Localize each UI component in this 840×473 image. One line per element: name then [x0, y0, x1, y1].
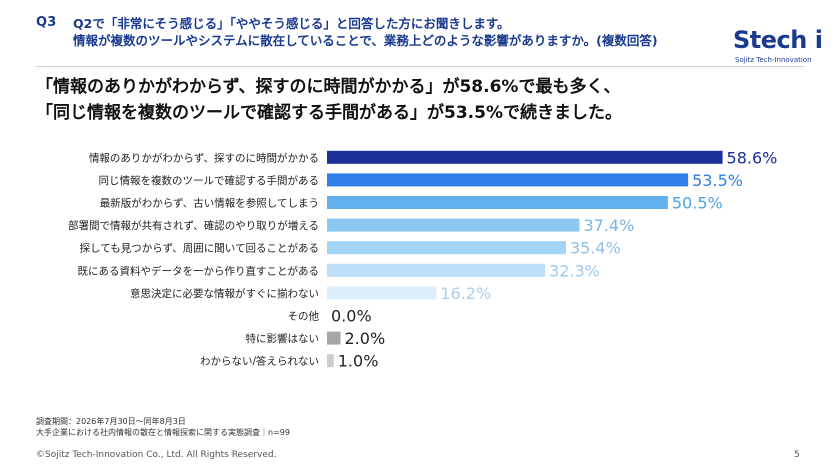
question-text: Q2で「非常にそう感じる」「ややそう感じる」と回答した方にお聞きします。 情報が… — [73, 15, 658, 49]
value-label: 16.2% — [440, 284, 491, 303]
value-label: 50.5% — [672, 194, 723, 213]
value-label: 0.0% — [331, 307, 372, 326]
value-label: 37.4% — [583, 216, 634, 235]
bar — [327, 196, 668, 209]
question-line-1: Q2で「非常にそう感じる」「ややそう感じる」と回答した方にお聞きします。 — [73, 16, 510, 31]
category-label: 部署間で情報が共有されず、確認のやり取りが増える — [68, 219, 319, 232]
category-label: 情報のありかがわからず、探すのに時間がかかる — [89, 151, 319, 164]
value-label: 58.6% — [727, 148, 778, 167]
bar — [327, 218, 580, 232]
category-label: 探しても見つからず、周囲に聞いて回ることがある — [80, 242, 319, 255]
survey-name: 大手企業における社内情報の散在と情報探索に関する実態調査｜n=99 — [36, 428, 290, 437]
copyright: ©Sojitz Tech-Innovation Co., Ltd. All Ri… — [36, 450, 277, 460]
category-label: その他 — [288, 310, 320, 323]
headline: 「情報のありかがわからず、探すのに時間がかかる」が58.6%で最も多く、 「同じ… — [36, 74, 622, 126]
headline-line-1: 「情報のありかがわからず、探すのに時間がかかる」が58.6%で最も多く、 — [36, 77, 621, 97]
category-label: わからない/答えられない — [200, 355, 319, 368]
bar — [327, 263, 546, 277]
category-label: 最新版がわからず、古い情報を参照してしまう — [100, 197, 319, 210]
category-label: 意思決定に必要な情報がすぐに揃わない — [130, 287, 319, 300]
page-number: 5 — [794, 450, 800, 460]
headline-line-2: 「同じ情報を複数のツールで確認する手間がある」が53.5%で続きました。 — [36, 103, 622, 123]
question-number: Q3 — [36, 15, 57, 30]
value-label: 1.0% — [338, 352, 379, 371]
bar — [327, 241, 566, 255]
value-label: 53.5% — [692, 171, 743, 190]
bar-chart: 情報のありかがわからず、探すのに時間がかかる 58.6% 同じ情報を複数のツールで確… — [68, 148, 778, 371]
category-label: 同じ情報を複数のツールで確認する手間がある — [99, 174, 320, 187]
header-divider — [36, 66, 804, 67]
logo-subtitle: Sojitz Tech-Innovation — [735, 56, 812, 64]
category-label: 既にある資料やデータを一から作り直すことがある — [78, 264, 320, 277]
bar — [327, 331, 341, 345]
company-logo: Stech i Sojitz Tech-Innovation — [733, 26, 823, 66]
bar — [327, 286, 437, 300]
bar — [327, 150, 723, 164]
value-label: 2.0% — [345, 329, 386, 348]
survey-period: 調査期間：2026年7月30日～同年8月3日 — [36, 417, 186, 426]
question-line-2: 情報が複数のツールやシステムに散在していることで、業務上どのような影響があります… — [73, 33, 658, 48]
header-band — [0, 0, 840, 64]
bar — [327, 173, 689, 187]
bar — [327, 354, 334, 368]
category-label: 特に影響はない — [246, 332, 320, 345]
logo-wordmark: Stech i — [733, 26, 823, 54]
value-label: 32.3% — [549, 261, 600, 280]
survey-note: 調査期間：2026年7月30日～同年8月3日 大手企業における社内情報の散在と情… — [36, 416, 290, 438]
value-label: 35.4% — [570, 239, 621, 258]
